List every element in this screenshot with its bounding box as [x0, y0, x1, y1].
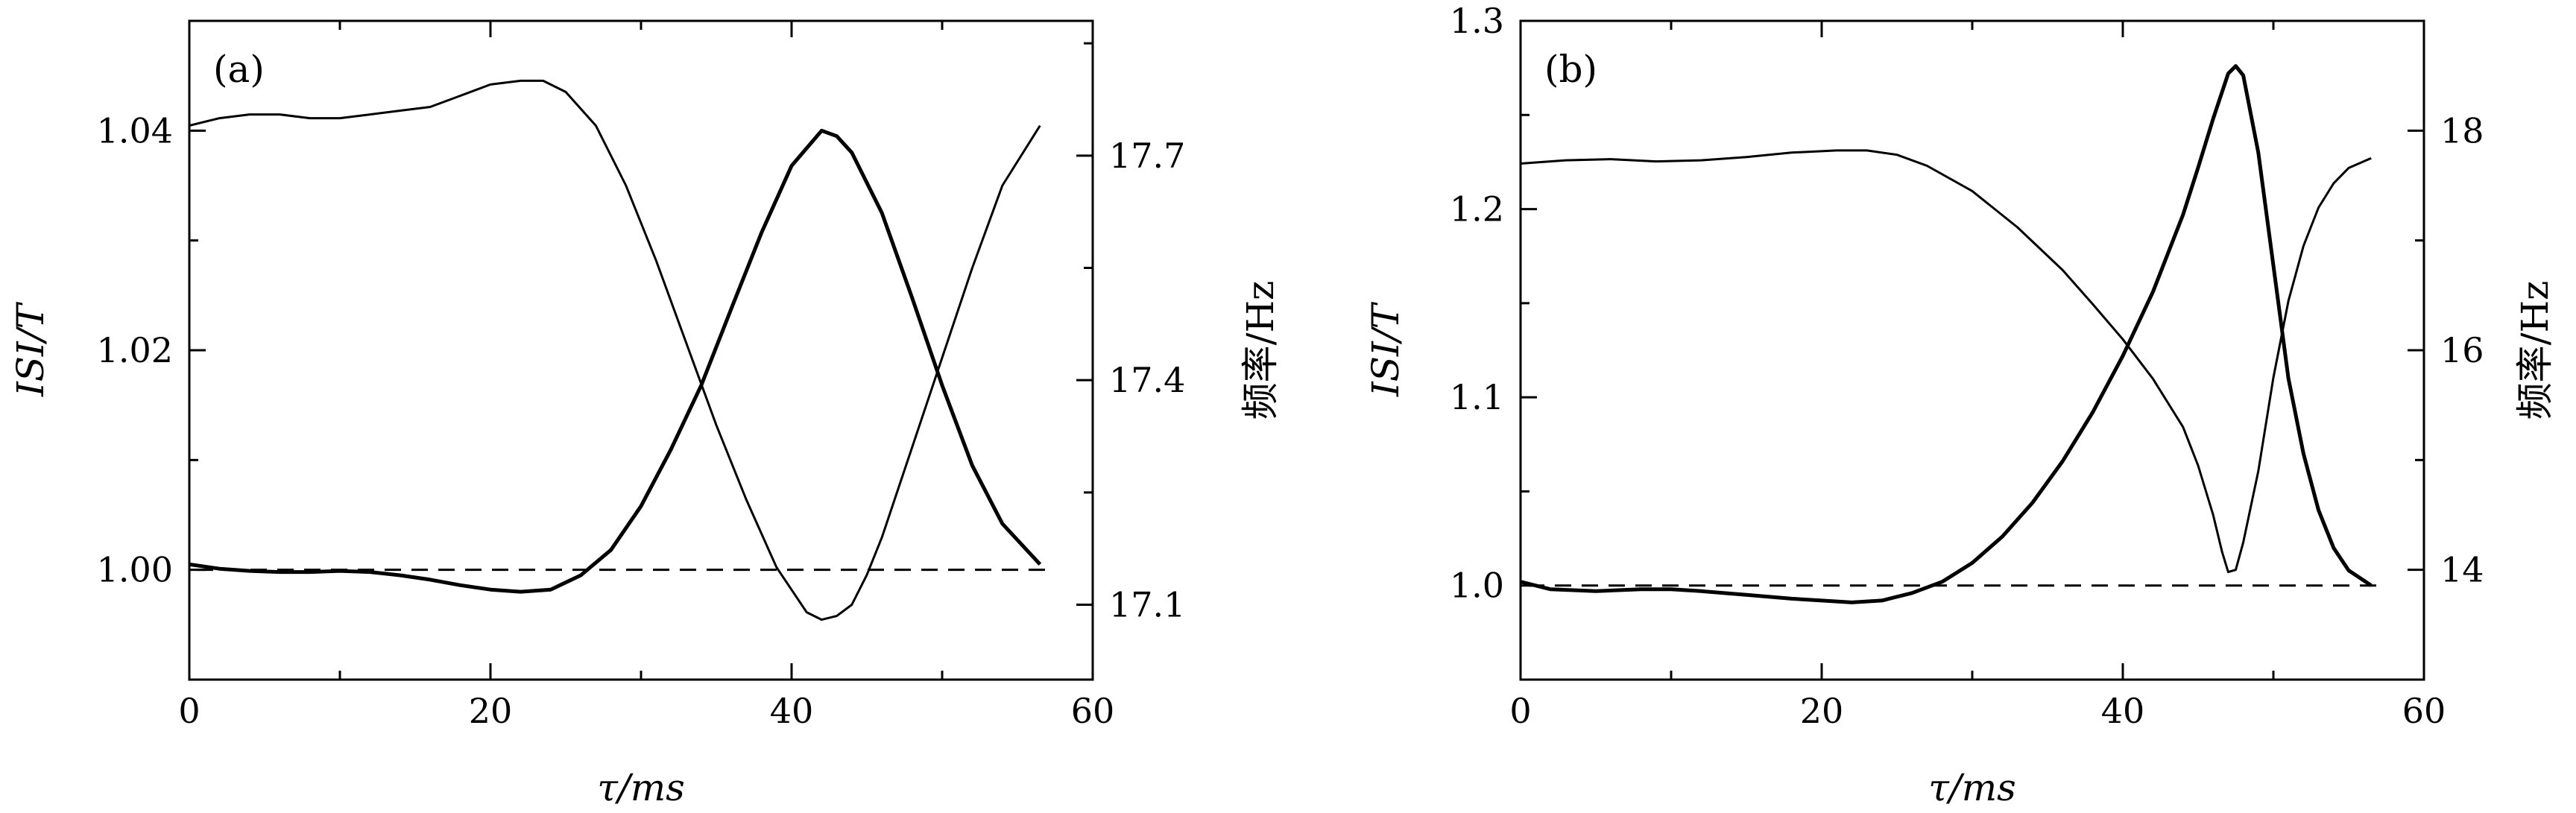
right-y-ticks-b: 14 16 18: [2408, 19, 2484, 681]
panel-label-b: (b): [1544, 48, 1597, 91]
plot-frame-a: [188, 19, 1094, 681]
right-y-tick-label: 16: [2440, 330, 2484, 370]
left-y-tick-label: 1.1: [1450, 377, 1504, 417]
left-y-axis-title-b: ISI/T: [1364, 301, 1407, 397]
panel-a: 0 20 40 60 1.00 1.02 1.04 17.1 17.4 17.7 (a) τ/…: [9, 19, 1282, 809]
right-y-tick-label: 14: [2440, 550, 2484, 590]
x-tick-label: 60: [2402, 691, 2446, 731]
x-ticks-a: 0 20 40 60: [178, 21, 1114, 731]
left-y-ticks-a: 1.00 1.02 1.04: [97, 19, 206, 681]
panel-b: 0 20 40 60 1.0 1.1 1.2 1.3 14 16 18 (b) τ/ms ISI…: [1364, 1, 2557, 809]
right-y-axis-title-a: 频率/Hz: [1239, 281, 1282, 420]
panel-label-a: (a): [213, 48, 265, 91]
x-axis-title-a: τ/ms: [597, 766, 685, 809]
x-ticks-b: 0 20 40 60: [1509, 21, 2446, 731]
left-y-tick-label: 1.3: [1450, 1, 1504, 41]
plot-frame-b: [1519, 19, 2425, 681]
x-axis-title-b: τ/ms: [1928, 766, 2016, 809]
isi-curve-b: [1520, 64, 2373, 604]
x-tick-label: 40: [2101, 691, 2145, 731]
x-tick-label: 60: [1071, 691, 1115, 731]
x-tick-label: 0: [1509, 691, 1531, 731]
left-y-tick-label: 1.04: [97, 110, 173, 151]
frequency-curve-b: [1520, 149, 2372, 574]
x-tick-label: 20: [469, 691, 513, 731]
x-tick-label: 40: [770, 691, 814, 731]
right-y-axis-title-b: 频率/Hz: [2513, 281, 2557, 420]
right-y-tick-label: 17.4: [1109, 360, 1185, 400]
x-tick-label: 0: [178, 691, 200, 731]
left-y-axis-title-a: ISI/T: [9, 301, 52, 397]
isi-curve-a: [189, 128, 1042, 594]
left-y-tick-label: 1.00: [97, 550, 173, 590]
right-y-tick-label: 17.7: [1109, 136, 1185, 176]
frequency-curve-a: [189, 79, 1041, 621]
right-y-tick-label: 18: [2440, 110, 2484, 151]
left-y-tick-label: 1.02: [97, 330, 173, 370]
right-y-ticks-a: 17.1 17.4 17.7: [1076, 42, 1185, 625]
left-y-tick-label: 1.0: [1450, 566, 1504, 606]
right-y-tick-label: 17.1: [1109, 585, 1185, 625]
left-y-tick-label: 1.2: [1450, 189, 1504, 230]
left-y-ticks-b: 1.0 1.1 1.2 1.3: [1450, 1, 1537, 681]
x-tick-label: 20: [1800, 691, 1844, 731]
